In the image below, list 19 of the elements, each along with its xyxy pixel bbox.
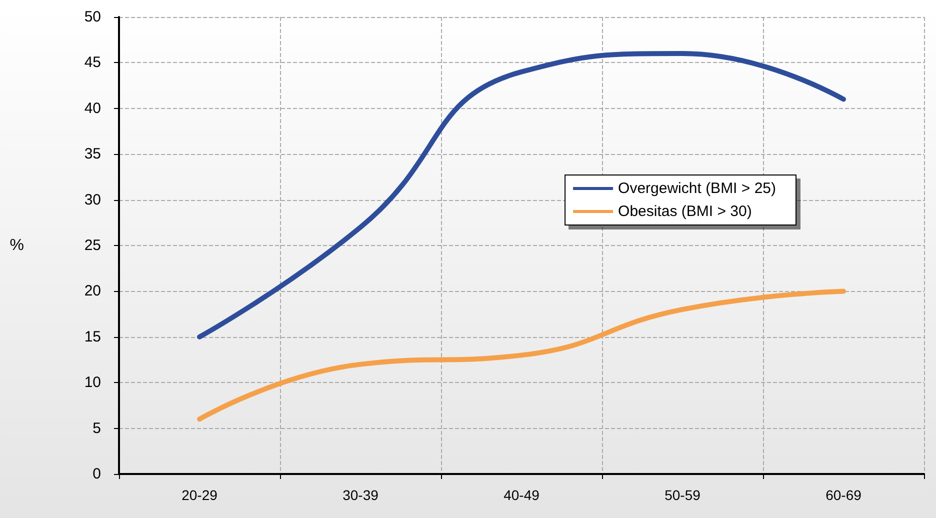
x-tick-label: 30-39: [342, 487, 379, 503]
legend-label: Obesitas (BMI > 30): [618, 203, 752, 220]
x-tick-label: 60-69: [826, 487, 862, 503]
y-tick-label: 45: [84, 54, 101, 72]
x-tick-label: 20-29: [182, 487, 218, 503]
x-tick-label: 40-49: [504, 487, 540, 503]
y-tick-label: 35: [84, 146, 101, 163]
y-tick-label: 50: [84, 8, 101, 26]
y-tick-label: 0: [92, 466, 101, 482]
legend-label: Overgewicht (BMI > 25): [618, 180, 776, 197]
y-tick-label: 20: [84, 282, 101, 300]
y-tick-label: 5: [92, 420, 101, 437]
y-axis-title: %: [10, 237, 24, 254]
y-tick-label: 15: [84, 328, 101, 346]
y-tick-label: 25: [84, 237, 101, 254]
y-tick-label: 40: [84, 100, 101, 117]
y-tick-label: 30: [84, 191, 101, 208]
x-tick-label: 50-59: [664, 487, 701, 503]
y-tick-label: 10: [84, 374, 101, 392]
